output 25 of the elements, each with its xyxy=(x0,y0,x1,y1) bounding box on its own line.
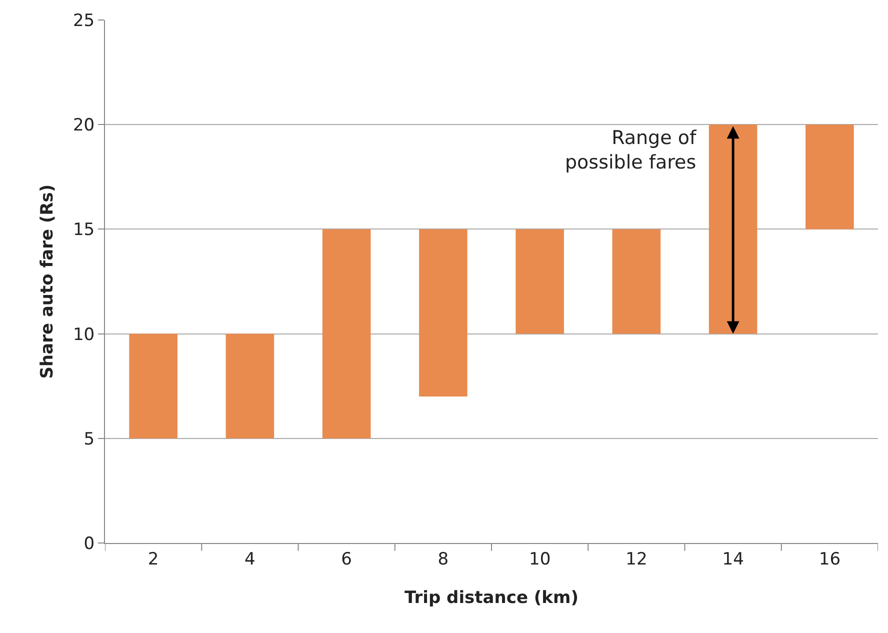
x-axis-title: Trip distance (km) xyxy=(404,588,578,608)
bar xyxy=(708,124,758,334)
x-tick-label: 8 xyxy=(438,549,449,570)
bar xyxy=(419,229,468,397)
bar xyxy=(129,334,178,438)
bar xyxy=(516,229,564,334)
bar xyxy=(322,229,371,438)
bar xyxy=(806,124,854,230)
y-tick-label: 15 xyxy=(72,220,95,240)
x-tick-label: 2 xyxy=(148,549,159,570)
y-tick-label: 20 xyxy=(72,116,95,136)
y-tick-label: 0 xyxy=(84,534,95,554)
x-tick-label: 4 xyxy=(244,549,256,570)
x-tick-label: 12 xyxy=(626,549,648,570)
bar xyxy=(612,229,661,334)
bar xyxy=(226,334,274,438)
x-tick-label: 14 xyxy=(722,549,744,570)
annotation: Range of possible fares xyxy=(565,127,698,174)
x-tick-label: 10 xyxy=(528,549,551,570)
x-tick-label: 16 xyxy=(818,549,841,570)
y-tick-label: 25 xyxy=(72,10,95,31)
y-tick-label: 10 xyxy=(72,324,95,345)
y-tick-label: 5 xyxy=(84,429,95,450)
y-axis-title: Share auto fare (Rs) xyxy=(38,184,58,379)
x-tick-label: 6 xyxy=(341,549,352,570)
